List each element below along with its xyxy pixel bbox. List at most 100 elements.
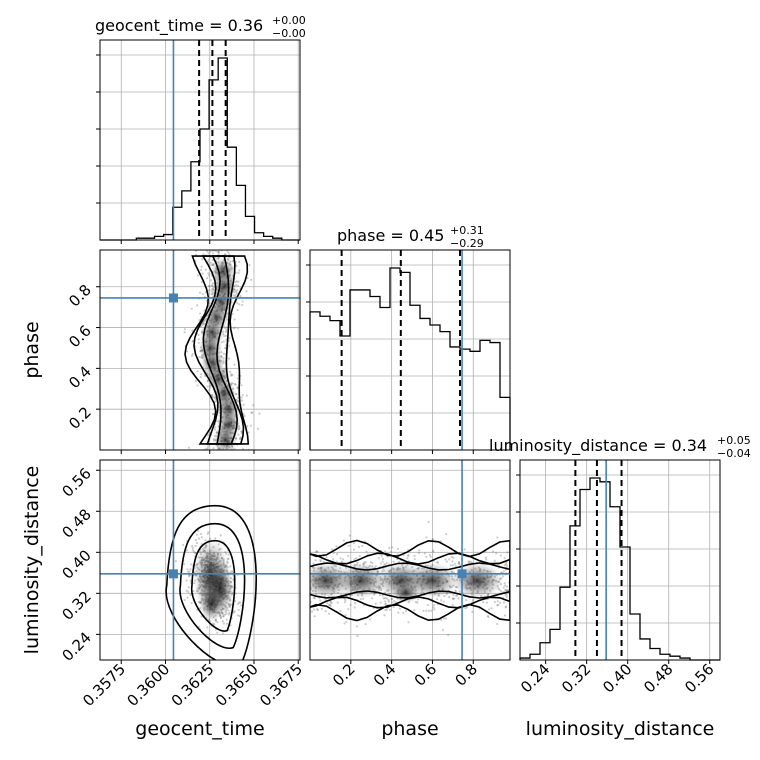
title-phase-minus: −0.29 [450, 237, 484, 250]
sample-point [246, 276, 249, 280]
sample-point [195, 541, 199, 545]
sample-point [316, 607, 319, 611]
truth-marker-phase-vs-luminosity_distance [457, 569, 467, 579]
sample-point [344, 614, 347, 617]
xlabel-phase: phase [381, 718, 438, 740]
sample-point [456, 594, 459, 597]
sample-point [431, 538, 435, 541]
sample-point [344, 598, 347, 602]
xtick-label-geocent_time-0: 0.3575 [79, 660, 129, 710]
sample-point [198, 319, 201, 322]
sample-point [384, 602, 388, 605]
sample-point [358, 554, 361, 557]
sample-point [188, 574, 191, 577]
sample-point [203, 309, 206, 312]
sample-point [332, 558, 335, 561]
xlabel-luminosity-distance: luminosity_distance [526, 718, 715, 740]
sample-point [467, 561, 470, 564]
sample-point [396, 547, 400, 551]
sample-point [454, 565, 457, 568]
sample-point [241, 393, 244, 397]
sample-point [390, 597, 393, 601]
sample-point [234, 599, 237, 603]
sample-point [209, 250, 212, 253]
sample-point [186, 596, 189, 599]
sample-point [507, 588, 510, 591]
hist-geocent_time-panel [96, 40, 300, 244]
sample-point [188, 575, 191, 578]
title-phase: phase = 0.45 [337, 226, 444, 245]
sample-point [407, 621, 410, 624]
sample-point [347, 544, 350, 547]
sample-point [427, 609, 431, 612]
geocent_time-vs-luminosity_distance-panel [96, 460, 300, 664]
sample-point [222, 352, 225, 355]
sample-point [198, 291, 202, 294]
sample-point [384, 608, 387, 612]
sample-point [353, 558, 356, 561]
sample-point [229, 624, 232, 627]
sample-point [238, 303, 241, 306]
sample-point [195, 539, 198, 542]
sample-point [320, 607, 324, 611]
sample-point [383, 563, 386, 566]
sample-point [453, 597, 456, 600]
sample-point [196, 370, 199, 373]
sample-point [330, 548, 334, 551]
sample-point [224, 330, 228, 334]
sample-point [249, 424, 253, 427]
sample-point [189, 579, 192, 582]
sample-point [352, 548, 355, 551]
sample-point [496, 604, 499, 607]
sample-point [186, 350, 189, 353]
sample-point [313, 597, 316, 600]
sample-point [357, 545, 360, 549]
sample-point [228, 253, 231, 256]
sample-point [493, 559, 496, 562]
sample-point [310, 610, 314, 613]
sample-point [213, 428, 216, 431]
sample-point [192, 589, 195, 593]
xtick-label-geocent_time-1: 0.3600 [123, 660, 173, 710]
sample-point [195, 533, 198, 536]
sample-point [485, 558, 488, 561]
hist-phase-frame [309, 249, 511, 451]
sample-point [314, 559, 317, 562]
sample-point [503, 614, 507, 617]
truth-marker-geocent_time-vs-luminosity_distance [168, 569, 178, 579]
sample-point [464, 599, 468, 602]
ytick-label-phase-2: 0.6 [65, 322, 95, 352]
contour-phase-vs-luminosity_distance-0 [310, 562, 510, 599]
sample-point [329, 604, 332, 607]
hist-step-luminosity_distance [519, 477, 720, 661]
sample-point [211, 252, 215, 255]
density-blob-4 [451, 562, 504, 599]
sample-point [463, 548, 466, 551]
sample-point [505, 564, 508, 567]
sample-point [496, 600, 499, 603]
sample-point [391, 597, 394, 600]
sample-point [217, 250, 220, 254]
sample-point [316, 608, 319, 612]
sample-point [381, 594, 384, 597]
sample-point [500, 590, 503, 593]
sample-point [464, 607, 467, 610]
sample-point [379, 562, 383, 565]
sample-point [207, 258, 210, 261]
sample-point [413, 554, 416, 557]
sample-point [385, 608, 388, 611]
sample-point [208, 285, 211, 288]
sample-point [207, 444, 210, 448]
sample-point [502, 570, 505, 573]
sample-point [329, 600, 332, 603]
ytick-label-luminosity_distance-2: 0.40 [58, 546, 94, 582]
sample-point [237, 608, 240, 612]
sample-point [430, 609, 433, 612]
sample-point [404, 609, 407, 613]
contour-phase-vs-luminosity_distance-1 [310, 552, 510, 609]
sample-point [207, 252, 210, 255]
sample-point [503, 582, 506, 585]
contour-geocent_time-vs-luminosity_distance-0 [191, 539, 236, 632]
sample-point [450, 555, 453, 559]
sample-point [448, 595, 451, 599]
